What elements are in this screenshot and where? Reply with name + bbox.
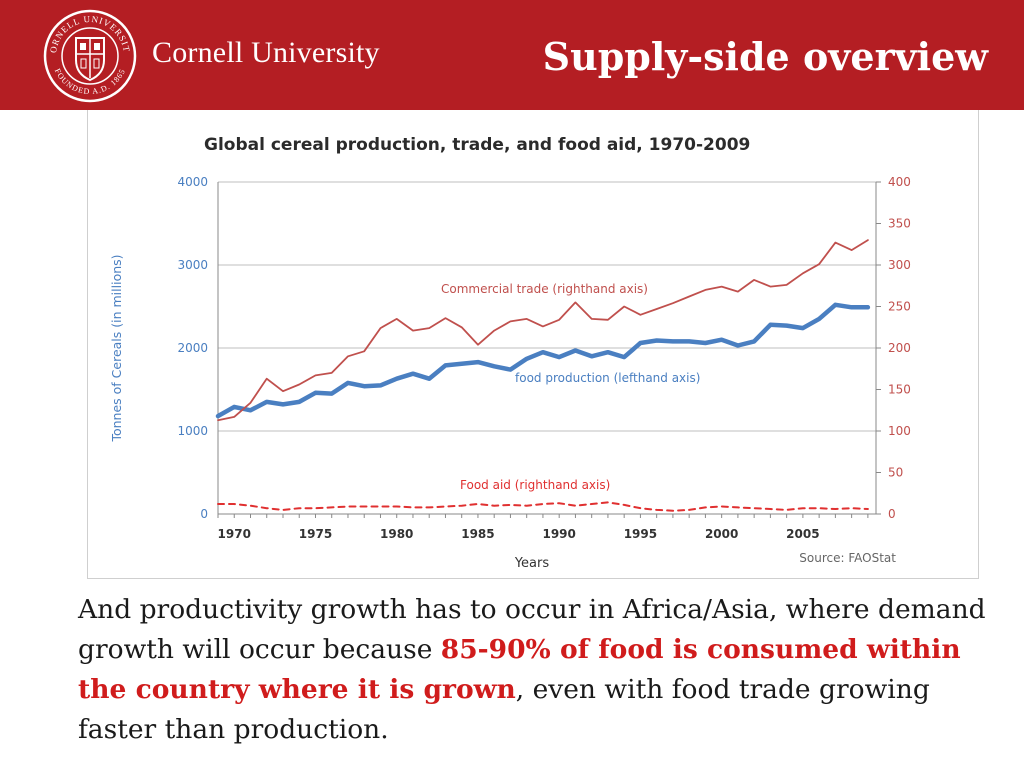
series-label-food-aid: Food aid (righthand axis)	[460, 478, 610, 492]
y-tick-label-right: 350	[888, 217, 911, 231]
x-tick-label: 2000	[705, 527, 738, 541]
x-tick-label: 1985	[461, 527, 494, 541]
chart-title: Global cereal production, trade, and foo…	[204, 135, 750, 155]
cornell-seal-icon: CORNELL UNIVERSITY FOUNDED A.D. 1865	[42, 8, 137, 103]
series-label-commercial-trade: Commercial trade (righthand axis)	[441, 282, 648, 296]
x-tick-label: 1980	[380, 527, 413, 541]
source-note: Source: FAOStat	[799, 551, 896, 565]
highlighted-statistic: 85-90% of food is consumed within the co…	[78, 634, 961, 705]
series-food-aid	[217, 501, 869, 512]
x-tick-label: 1995	[624, 527, 657, 541]
y-tick-label-left: 2000	[177, 341, 208, 355]
slide-title: Supply-side overview	[542, 34, 988, 79]
header-bar: CORNELL UNIVERSITY FOUNDED A.D. 1865 Cor…	[0, 0, 1024, 110]
body-text-intro: And productivity growth has to occur in …	[78, 594, 986, 665]
y-tick-label-right: 150	[888, 383, 911, 397]
x-tick-label: 1970	[218, 527, 251, 541]
x-axis-label: Years	[514, 556, 550, 571]
body-text-end: , even with food trade growing faster th…	[78, 674, 930, 745]
y-tick-label-right: 200	[888, 341, 911, 355]
svg-text:CORNELL UNIVERSITY: CORNELL UNIVERSITY	[42, 8, 132, 54]
y-tick-label-left: 1000	[177, 424, 208, 438]
y-tick-label-left: 3000	[177, 258, 208, 272]
y-tick-label-right: 0	[888, 507, 896, 521]
chart-frame: 0 1000 2000 3000 4000 0 50 100 150 200 250 300 350 40…	[87, 110, 979, 579]
x-tick-label: 1975	[299, 527, 332, 541]
series-label-food-production: food production (lefthand axis)	[515, 371, 700, 385]
y-tick-label-right: 400	[888, 175, 911, 189]
y-tick-label-left: 4000	[177, 175, 208, 189]
y-tick-label-right: 300	[888, 258, 911, 272]
y-tick-label-left: 0	[200, 507, 208, 521]
y-tick-label-right: 50	[888, 466, 903, 480]
y-tick-label-right: 250	[888, 300, 911, 314]
series-food-production	[215, 302, 871, 419]
cornell-wordmark: Cornell University	[152, 36, 380, 69]
x-tick-label: 1990	[542, 527, 575, 541]
x-tick-label: 2005	[786, 527, 819, 541]
body-paragraph: And productivity growth has to occur in …	[78, 590, 988, 750]
y-axis-label-left: Tonnes of Cereals (in millions)	[109, 254, 124, 442]
cereal-chart: 0 1000 2000 3000 4000 0 50 100 150 200 250 300 350 40…	[109, 135, 911, 571]
y-tick-label-right: 100	[888, 424, 911, 438]
